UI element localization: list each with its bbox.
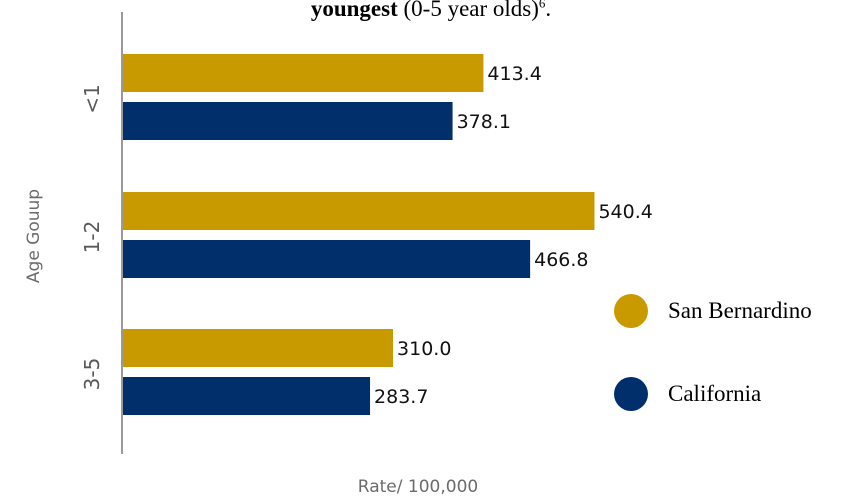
data-label-california-0: 378.1 — [457, 111, 511, 133]
data-label-california-1: 466.8 — [534, 249, 588, 271]
chart-title: youngest (0-5 year olds)6. — [0, 0, 862, 22]
legend-label-san-bernardino: San Bernardino — [668, 298, 812, 323]
x-axis-label: Rate/ 100,000 — [357, 477, 479, 497]
legend-item-california: California — [614, 377, 761, 411]
bar-san-bernardino-1 — [122, 192, 595, 230]
legend-swatch-california — [614, 377, 648, 411]
y-tick-label-0: <1 — [80, 84, 104, 113]
title-end: . — [545, 0, 552, 21]
data-label-california-2: 283.7 — [374, 386, 428, 408]
y-tick-label-2: 3-5 — [80, 358, 104, 391]
title-bold: youngest — [310, 0, 398, 21]
bar-california-0 — [122, 102, 453, 140]
title-superscript: 6 — [538, 0, 546, 11]
data-label-san-bernardino-0: 413.4 — [487, 63, 541, 85]
bar-california-1 — [122, 240, 531, 278]
data-label-san-bernardino-2: 310.0 — [397, 338, 451, 360]
y-tick-label-1: 1-2 — [80, 221, 104, 254]
bar-california-2 — [122, 377, 371, 415]
title-rest: (0-5 year olds) — [397, 0, 539, 21]
data-label-san-bernardino-1: 540.4 — [598, 201, 652, 223]
legend-item-san-bernardino: San Bernardino — [614, 294, 812, 328]
bar-san-bernardino-2 — [122, 329, 394, 367]
legend-label-california: California — [668, 381, 762, 406]
legend-swatch-san-bernardino — [614, 294, 648, 328]
bar-san-bernardino-0 — [122, 54, 484, 92]
